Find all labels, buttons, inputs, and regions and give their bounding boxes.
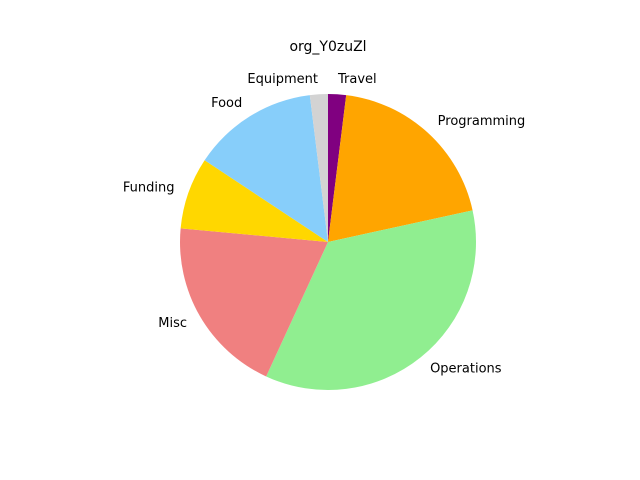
- pie-slice-programming: [328, 95, 473, 242]
- pie-slice-travel: [328, 94, 347, 242]
- pie-slice-equipment: [309, 94, 328, 242]
- pie-label-operations: Operations: [430, 361, 502, 376]
- pie-slices: [179, 94, 477, 390]
- pie-label-food: Food: [211, 96, 242, 111]
- pie-label-funding: Funding: [123, 180, 175, 195]
- pie-label-travel: Travel: [337, 72, 377, 87]
- pie-label-misc: Misc: [158, 316, 187, 331]
- pie-labels: Travel Programming Operations Misc Funding Fo…: [123, 72, 525, 376]
- pie-slice-funding: [180, 160, 328, 242]
- chart-title: org_Y0zuZl: [289, 39, 366, 55]
- pie-label-equipment: Equipment: [247, 72, 318, 87]
- pie-label-programming: Programming: [438, 114, 526, 129]
- pie-slice-operations: [266, 210, 477, 390]
- pie-slice-food: [204, 95, 328, 242]
- pie-slice-misc: [179, 228, 328, 377]
